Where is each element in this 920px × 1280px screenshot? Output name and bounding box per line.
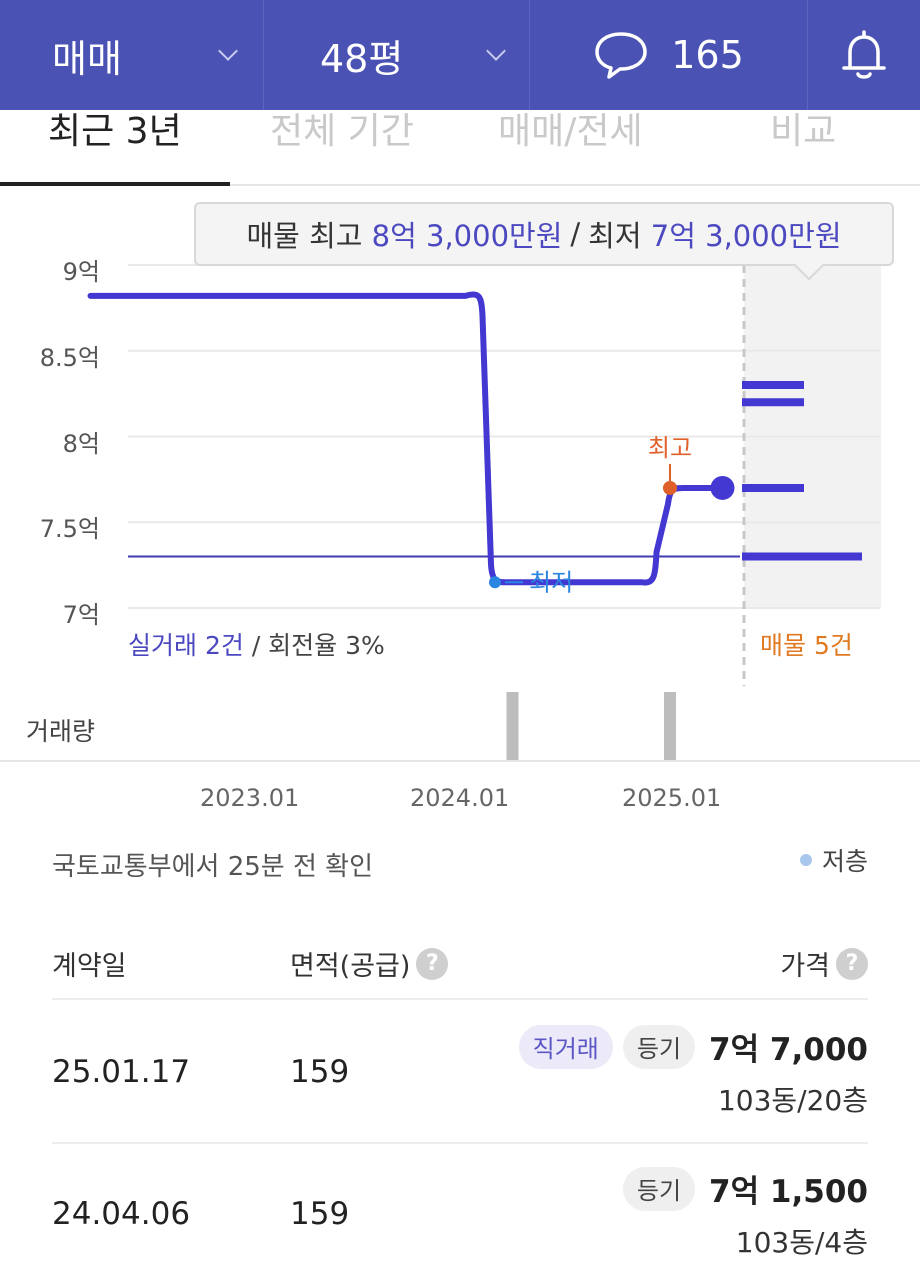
volume-label: 거래량 xyxy=(26,717,96,746)
contract-date: 24.04.06 xyxy=(52,1196,191,1232)
header-area: 면적(공급)? xyxy=(290,944,449,983)
y-tick-label: 7억 xyxy=(62,601,100,629)
header-price: 가격? xyxy=(780,944,868,983)
deal-type-label: 매매 xyxy=(52,36,122,81)
tab-recent-3-years[interactable]: 최근 3년 xyxy=(48,111,182,152)
table-row[interactable]: 25.01.17 159 직거래 등기 7억 7,000 103동/20층 xyxy=(52,1002,868,1144)
chevron-down-icon xyxy=(218,41,238,61)
y-tick-label: 8.5억 xyxy=(39,344,100,372)
high-marker-point xyxy=(663,480,677,495)
period-tabs: 최근 3년 전체 기간 매매/전세 비교 xyxy=(0,110,920,186)
trade-summary: 실거래 2건 / 회전율 3% xyxy=(128,626,385,662)
price-line: 직거래 등기 7억 7,000 xyxy=(518,1024,868,1069)
listing-range-tooltip: 매물 최고 8억 3,000만원 / 최저 7억 3,000만원 xyxy=(194,202,894,266)
unit-floor: 103동/20층 xyxy=(717,1084,868,1117)
table-row[interactable]: 24.04.06 159 등기 7억 1,500 103동/4층 xyxy=(52,1144,868,1280)
tooltip-prefix: 매물 최고 xyxy=(246,219,363,253)
chevron-down-icon xyxy=(486,41,506,61)
x-tick-label: 2023.01 xyxy=(200,784,300,812)
listing-count[interactable]: 매물 5건 xyxy=(760,631,853,660)
tab-full-period[interactable]: 전체 기간 xyxy=(270,111,414,152)
price-cell: 직거래 등기 7억 7,000 103동/20층 xyxy=(518,1024,868,1119)
tooltip-high-value: 8억 3,000만원 xyxy=(371,219,563,253)
active-tab-indicator xyxy=(0,182,230,186)
comment-icon xyxy=(595,32,647,79)
y-tick-label: 7.5억 xyxy=(39,515,100,543)
comments-button[interactable]: 165 xyxy=(530,0,808,110)
supply-area: 159 xyxy=(290,1196,350,1232)
header-contract-date: 계약일 xyxy=(52,944,127,983)
data-source-note: 국토교통부에서 25분 전 확인 xyxy=(52,852,373,882)
legend-label: 저층 xyxy=(821,847,868,876)
help-icon[interactable]: ? xyxy=(836,947,868,980)
tooltip-low-value: 7억 3,000만원 xyxy=(650,219,842,253)
trade-count: 실거래 2건 xyxy=(128,631,244,660)
table-header: 계약일 면적(공급)? 가격? xyxy=(52,940,868,1000)
tooltip-separator: / xyxy=(570,217,581,251)
size-selector[interactable]: 48평 xyxy=(264,0,530,110)
header-label: 가격 xyxy=(780,951,830,982)
registered-badge: 등기 xyxy=(622,1166,696,1211)
price-cell: 등기 7억 1,500 103동/4층 xyxy=(622,1166,868,1261)
price-line: 등기 7억 1,500 xyxy=(622,1166,868,1211)
volume-bar xyxy=(506,692,519,760)
price-series-line xyxy=(87,291,726,586)
high-marker-label: 최고 xyxy=(648,434,692,462)
x-tick-label: 2025.01 xyxy=(622,784,722,812)
contract-date: 25.01.17 xyxy=(52,1054,191,1090)
x-axis-divider xyxy=(0,760,920,762)
x-tick-label: 2024.01 xyxy=(410,784,510,812)
notification-button[interactable] xyxy=(808,0,920,110)
bell-icon xyxy=(842,30,886,79)
registered-badge: 등기 xyxy=(622,1024,696,1069)
y-tick-label: 9억 xyxy=(62,258,100,286)
legend-low-floor: 저층 xyxy=(799,842,868,878)
header-label: 면적(공급) xyxy=(290,951,411,982)
trade-price: 7억 7,000 xyxy=(709,1032,868,1068)
tooltip-low-label: 최저 xyxy=(588,219,642,253)
supply-area: 159 xyxy=(290,1054,350,1090)
volume-bar xyxy=(664,692,676,760)
price-chart: 최고 최저 9억 8.5억 8억 7.5억 7억 매물 최고 8억 3,000만원… xyxy=(0,186,920,760)
legend-dot-icon xyxy=(799,854,812,866)
unit-floor: 103동/4층 xyxy=(735,1226,868,1259)
top-bar: 매매 48평 165 xyxy=(0,0,920,110)
y-tick-label: 8억 xyxy=(62,430,100,458)
tab-compare[interactable]: 비교 xyxy=(770,111,837,152)
current-price-point xyxy=(710,475,735,500)
tab-sale-jeonse[interactable]: 매매/전세 xyxy=(498,111,643,152)
comment-count: 165 xyxy=(671,33,744,77)
header-label: 계약일 xyxy=(52,951,127,982)
deal-type-selector[interactable]: 매매 xyxy=(0,0,264,110)
low-marker-point xyxy=(489,576,501,589)
help-icon[interactable]: ? xyxy=(416,947,449,980)
turnover-rate: / 회전율 3% xyxy=(251,631,385,660)
direct-trade-badge: 직거래 xyxy=(518,1024,613,1069)
size-label: 48평 xyxy=(320,36,404,81)
trade-price: 7억 1,500 xyxy=(709,1174,868,1210)
low-marker-label: 최저 xyxy=(529,568,573,596)
